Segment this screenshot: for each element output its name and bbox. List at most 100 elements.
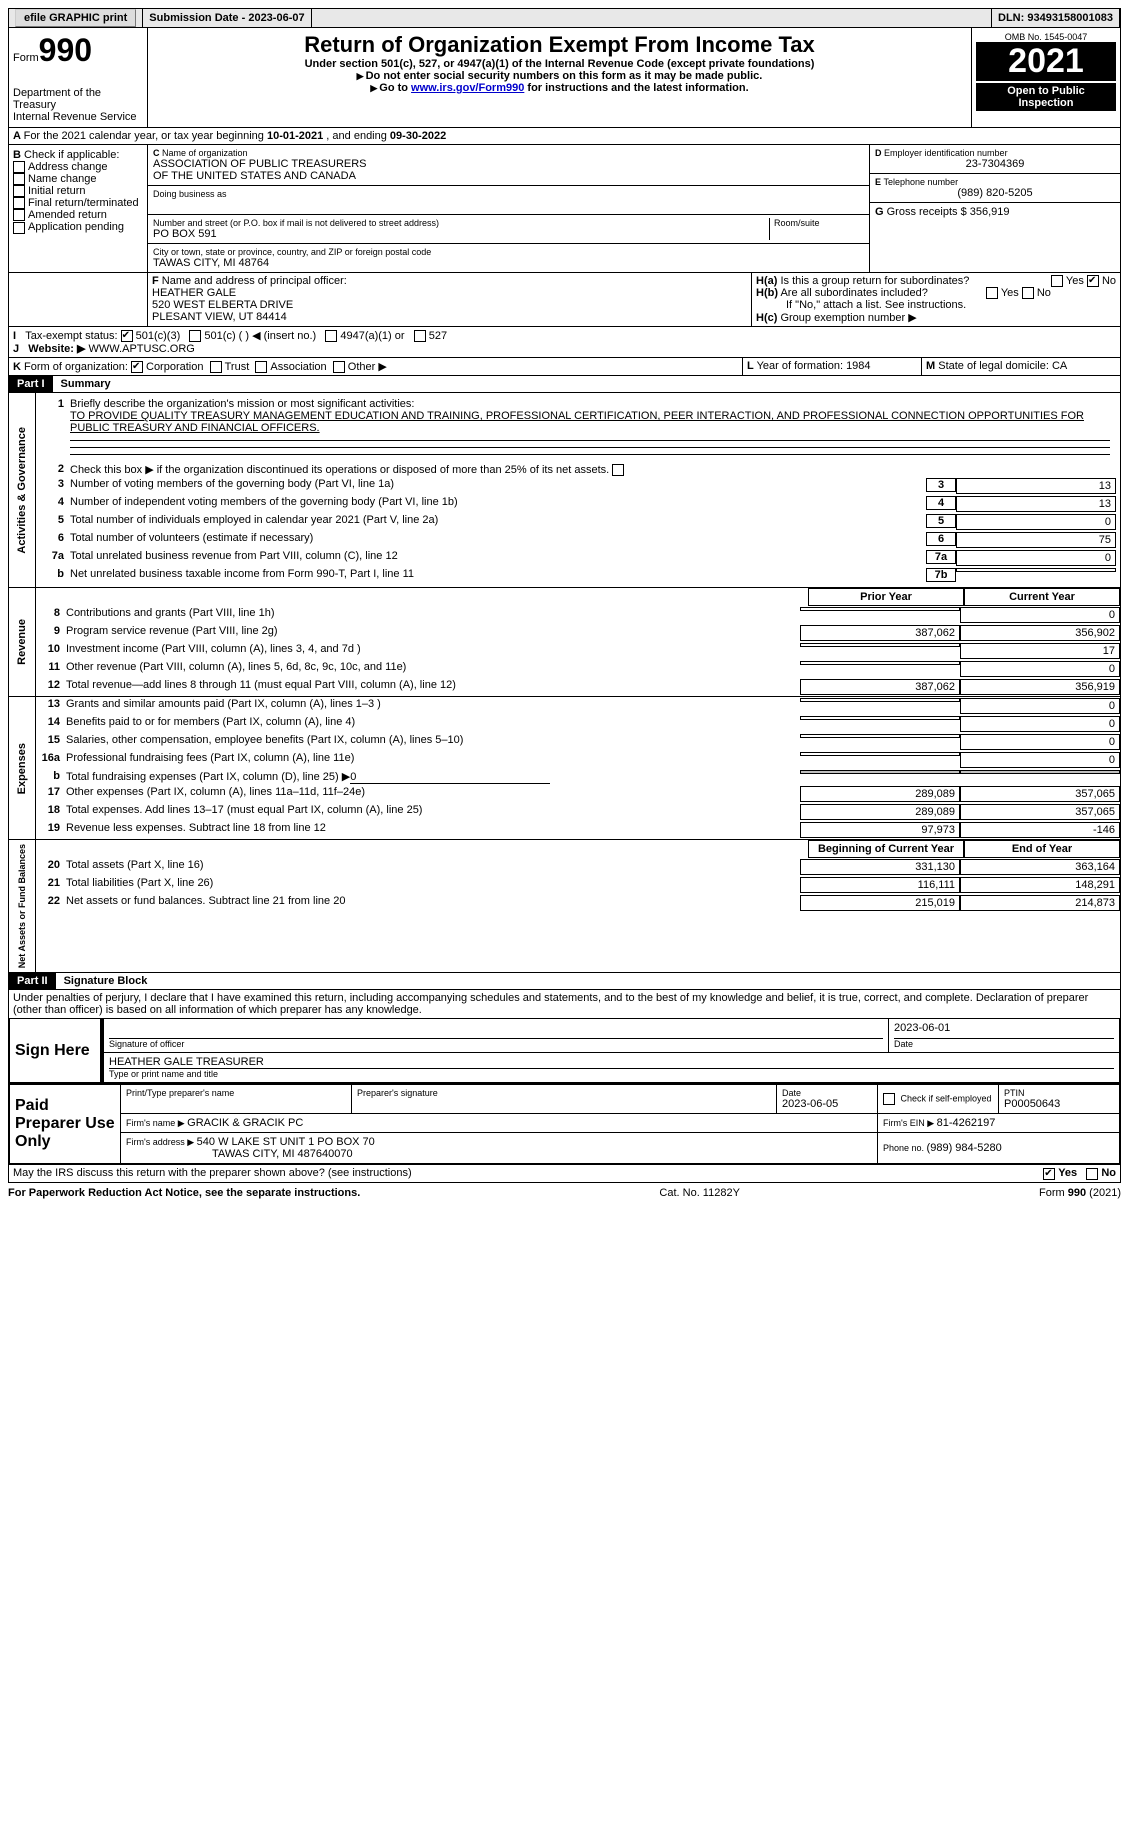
- ein-lbl: Firm's EIN ▶: [883, 1118, 937, 1128]
- b-addr: Address change: [28, 161, 108, 173]
- r12c: 356,919: [960, 679, 1120, 695]
- c-city: TAWAS CITY, MI 48764: [153, 257, 864, 269]
- cb-s2[interactable]: [612, 464, 624, 476]
- r8c: 0: [960, 607, 1120, 623]
- faddr-lbl: Firm's address ▶: [126, 1137, 197, 1147]
- r9t: Program service revenue (Part VIII, line…: [66, 625, 800, 637]
- s1a: TO PROVIDE QUALITY TREASURY MANAGEMENT E…: [70, 410, 1084, 434]
- form990-link[interactable]: www.irs.gov/Form990: [411, 82, 524, 94]
- part1-summary: Activities & Governance 1 Briefly descri…: [8, 393, 1121, 973]
- a-end: 09-30-2022: [390, 130, 446, 142]
- cb-501c[interactable]: [189, 330, 201, 342]
- r8t: Contributions and grants (Part VIII, lin…: [66, 607, 800, 619]
- ptin: P00050643: [1004, 1098, 1114, 1110]
- l6v: 75: [956, 532, 1116, 548]
- e13c: 0: [960, 698, 1120, 714]
- d-val: 23-7304369: [875, 158, 1115, 170]
- cb-501c3[interactable]: [121, 330, 133, 342]
- ha-no: No: [1102, 275, 1116, 287]
- f-c: PLESANT VIEW, UT 84414: [152, 311, 287, 323]
- n21p: 116,111: [800, 877, 960, 893]
- e14c: 0: [960, 716, 1120, 732]
- c-street: PO BOX 591: [153, 228, 769, 240]
- type-lbl: Type or print name and title: [109, 1069, 1114, 1079]
- s1q: Briefly describe the organization's miss…: [70, 398, 414, 410]
- cb-assoc[interactable]: [255, 361, 267, 373]
- cb-ha-no[interactable]: [1087, 275, 1099, 287]
- address-section: B Check if applicable: Address change Na…: [8, 145, 1121, 273]
- a-pre: For the 2021 calendar year, or tax year …: [24, 130, 267, 142]
- c-namelbl: Name of organization: [162, 148, 248, 158]
- hb: Are all subordinates included?: [780, 287, 927, 299]
- form-990: 990: [39, 32, 92, 68]
- e14p: [800, 716, 960, 720]
- form-title: Return of Organization Exempt From Incom…: [152, 32, 967, 58]
- n21c: 148,291: [960, 877, 1120, 893]
- n22t: Net assets or fund balances. Subtract li…: [66, 895, 800, 907]
- sig-name: HEATHER GALE TREASURER: [109, 1056, 1114, 1069]
- b-name: Name change: [28, 173, 97, 185]
- sign-here-lbl: Sign Here: [10, 1019, 103, 1083]
- m-val: CA: [1052, 360, 1067, 372]
- cb-name[interactable]: [13, 173, 25, 185]
- k-trust: Trust: [225, 361, 250, 373]
- cb-trust[interactable]: [210, 361, 222, 373]
- e16ap: [800, 752, 960, 756]
- cb-init[interactable]: [13, 185, 25, 197]
- page-footer: For Paperwork Reduction Act Notice, see …: [8, 1183, 1121, 1199]
- n21t: Total liabilities (Part X, line 26): [66, 877, 800, 889]
- e18t: Total expenses. Add lines 13–17 (must eq…: [66, 804, 800, 816]
- cb-self[interactable]: [883, 1093, 895, 1105]
- cb-hb-no[interactable]: [1022, 287, 1034, 299]
- n20t: Total assets (Part X, line 16): [66, 859, 800, 871]
- cb-addr[interactable]: [13, 161, 25, 173]
- c-name1: ASSOCIATION OF PUBLIC TREASURERS: [153, 158, 864, 170]
- form990-foot: 990: [1068, 1187, 1086, 1199]
- cb-amend[interactable]: [13, 209, 25, 221]
- vlabel-ag: Activities & Governance: [14, 423, 30, 558]
- dept: Department of the Treasury: [13, 87, 143, 111]
- form-word: Form: [13, 52, 39, 64]
- cb-final[interactable]: [13, 197, 25, 209]
- cb-hb-yes[interactable]: [986, 287, 998, 299]
- cb-discuss-yes[interactable]: [1043, 1168, 1055, 1180]
- cb-other[interactable]: [333, 361, 345, 373]
- tax-year: 2021: [976, 42, 1116, 81]
- k-other: Other ▶: [348, 361, 387, 373]
- self-lbl: Check if self-employed: [901, 1094, 992, 1104]
- cb-ha-yes[interactable]: [1051, 275, 1063, 287]
- cb-corp[interactable]: [131, 361, 143, 373]
- irs: Internal Revenue Service: [13, 111, 143, 123]
- vlabel-rev: Revenue: [14, 615, 30, 669]
- d-lbl: Employer identification number: [884, 148, 1008, 158]
- j-val: WWW.APTUSC.ORG: [89, 343, 195, 355]
- r9p: 387,062: [800, 625, 960, 641]
- fh-row: F Name and address of principal officer:…: [8, 273, 1121, 327]
- eoy-hdr: End of Year: [964, 840, 1120, 858]
- cb-527[interactable]: [414, 330, 426, 342]
- klm-row: K Form of organization: Corporation Trus…: [8, 358, 1121, 376]
- cb-discuss-no[interactable]: [1086, 1168, 1098, 1180]
- n20c: 363,164: [960, 859, 1120, 875]
- top-bar: efile GRAPHIC print Submission Date - 20…: [8, 8, 1121, 28]
- f-lbl: Name and address of principal officer:: [162, 275, 347, 287]
- b-app: Application pending: [28, 221, 124, 233]
- e13t: Grants and similar amounts paid (Part IX…: [66, 698, 800, 710]
- cb-4947[interactable]: [325, 330, 337, 342]
- part2-title: Signature Block: [56, 973, 156, 989]
- phone: (989) 984-5280: [927, 1142, 1002, 1154]
- e-lbl: Telephone number: [884, 177, 959, 187]
- efile-btn[interactable]: efile GRAPHIC print: [15, 9, 136, 27]
- i-c3: 501(c)(3): [136, 330, 181, 342]
- discuss-row: May the IRS discuss this return with the…: [8, 1165, 1121, 1182]
- sign-here: Sign Here Signature of officer 2023-06-0…: [8, 1018, 1121, 1084]
- part2-hdr: Part II Signature Block: [8, 973, 1121, 990]
- cb-app[interactable]: [13, 222, 25, 234]
- l7bt: Net unrelated business taxable income fr…: [70, 568, 926, 580]
- e15c: 0: [960, 734, 1120, 750]
- ein: 81-4262197: [937, 1117, 996, 1129]
- catno: Cat. No. 11282Y: [659, 1187, 740, 1199]
- psig-lbl: Preparer's signature: [357, 1088, 771, 1098]
- f-n: HEATHER GALE: [152, 287, 236, 299]
- open-inspection: Open to Public Inspection: [976, 83, 1116, 111]
